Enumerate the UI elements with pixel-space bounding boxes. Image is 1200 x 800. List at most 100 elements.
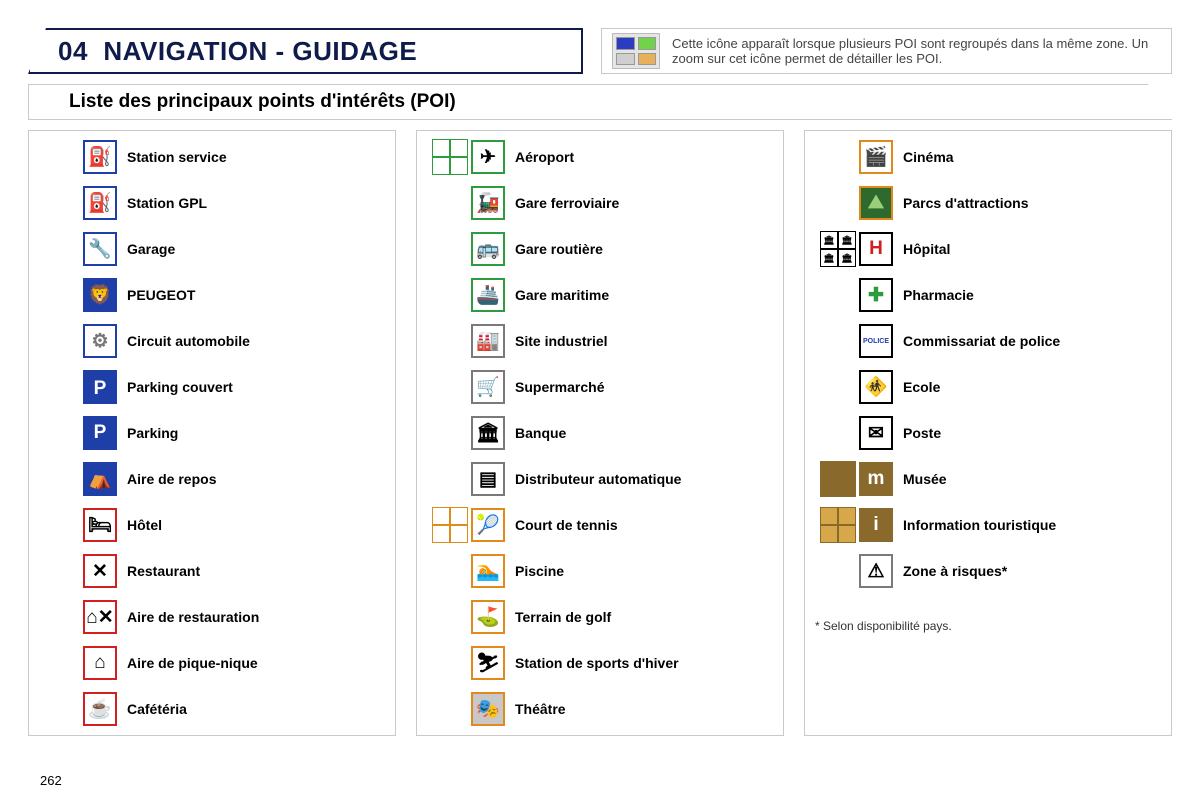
poi-icon-slot: ⛷ [427,645,505,681]
subtitle: Liste des principaux points d'intérêts (… [28,84,1172,120]
poi-item: ⛳ Terrain de golf [427,599,773,635]
poi-icon: ✉ [859,416,893,450]
poi-icon-slot: P [39,369,117,405]
poi-label: Aire de restauration [127,609,259,625]
poi-icon: H [859,232,893,266]
poi-column: ⛽Station service⛽Station GPL🔧Garage🦁PEUG… [28,130,396,736]
poi-item: 🏊Piscine [427,553,773,589]
poi-icon: ⛺ [83,462,117,496]
poi-label: Musée [903,471,947,487]
poi-icon: 🏛 [471,416,505,450]
poi-icon: ⛰ [859,186,893,220]
poi-label: Gare routière [515,241,603,257]
poi-icon: ⛷ [471,646,505,680]
poi-cluster-icon [432,507,468,543]
poi-icon: P [83,370,117,404]
poi-label: Zone à risques* [903,563,1007,579]
poi-label: Court de tennis [515,517,618,533]
poi-item: ⛽Station GPL [39,185,385,221]
poi-item: 🏛🏛🏛🏛HHôpital [815,231,1161,267]
poi-label: Commissariat de police [903,333,1060,349]
poi-label: Aire de repos [127,471,216,487]
poi-cluster-icon: 🏛🏛🏛🏛 [820,231,856,267]
poi-icon: 🛏 [83,508,117,542]
poi-icon-slot: 🔧 [39,231,117,267]
poi-label: Aéroport [515,149,574,165]
poi-item: 🏛 Banque [427,415,773,451]
poi-icon: 🦁 [83,278,117,312]
poi-label: Gare maritime [515,287,609,303]
poi-item: ✚Pharmacie [815,277,1161,313]
poi-icon-slot: P [39,415,117,451]
poi-item: 🎾Court de tennis [427,507,773,543]
poi-icon: 🚸 [859,370,893,404]
poi-item: ⛽Station service [39,139,385,175]
poi-icon: m [859,462,893,496]
poi-icon: ☕ [83,692,117,726]
poi-icon-slot: ⛳ [427,599,505,635]
poi-label: Site industriel [515,333,608,349]
poi-icon-slot: 🚢 [427,277,505,313]
poi-item: i Information touristique [815,507,1161,543]
poi-icon: i [859,508,893,542]
poi-label: Circuit automobile [127,333,250,349]
poi-item: 🚂Gare ferroviaire [427,185,773,221]
poi-label: Ecole [903,379,940,395]
poi-item: ⌂ Aire de pique-nique [39,645,385,681]
poi-icon-slot: ⛽ [39,139,117,175]
poi-icon-slot: ☕ [39,691,117,727]
poi-icon-slot: 🛒 [427,369,505,405]
poi-icon: 🎬 [859,140,893,174]
poi-item: PParking [39,415,385,451]
poi-label: Information touristique [903,517,1056,533]
poi-item: ⛰ Parcs d'attractions [815,185,1161,221]
poi-cluster-icon [820,507,856,543]
poi-icon-slot: POLICE [815,323,893,359]
poi-label: Parking couvert [127,379,233,395]
poi-item: ✈Aéroport [427,139,773,175]
poi-label: Parcs d'attractions [903,195,1029,211]
poi-column: 🎬 Cinéma ⛰ Parcs d'attractions 🏛🏛🏛🏛HHôpital ✚… [804,130,1172,736]
section-number: 04 [58,36,88,67]
poi-icon-slot: m [815,461,893,497]
poi-item: 🚸 Ecole [815,369,1161,405]
poi-cluster-icon [820,461,856,497]
poi-icon-slot: 🚸 [815,369,893,405]
poi-item: ✉Poste [815,415,1161,451]
poi-icon-slot: ✕ [39,553,117,589]
poi-icon-slot: ⛽ [39,185,117,221]
footnote: * Selon disponibilité pays. [815,619,1161,633]
poi-item: ☕ Cafétéria [39,691,385,727]
poi-icon: ⌂✕ [83,600,117,634]
poi-icon-slot: 🏛 [427,415,505,451]
poi-icon: 🏊 [471,554,505,588]
poi-label: Banque [515,425,566,441]
poi-label: Aire de pique-nique [127,655,258,671]
poi-icon-slot: ✉ [815,415,893,451]
poi-label: Théâtre [515,701,566,717]
poi-icon: ⌂ [83,646,117,680]
poi-item: ▤ Distributeur automatique [427,461,773,497]
poi-icon: POLICE [859,324,893,358]
poi-icon: 🔧 [83,232,117,266]
poi-icon-slot: 🎭 [427,691,505,727]
poi-icon-slot: ⛰ [815,185,893,221]
poi-label: Supermarché [515,379,604,395]
poi-label: PEUGEOT [127,287,195,303]
poi-icon: ⛳ [471,600,505,634]
poi-icon: 🚂 [471,186,505,220]
poi-label: Distributeur automatique [515,471,681,487]
poi-item: POLICE Commissariat de police [815,323,1161,359]
poi-item: ⚠ Zone à risques* [815,553,1161,589]
poi-item: 🦁 PEUGEOT [39,277,385,313]
poi-label: Restaurant [127,563,200,579]
poi-item: 🛒 Supermarché [427,369,773,405]
poi-label: Cafétéria [127,701,187,717]
poi-label: Terrain de golf [515,609,611,625]
poi-icon: ⚙ [83,324,117,358]
poi-label: Hôtel [127,517,162,533]
poi-icon-slot: ▤ [427,461,505,497]
poi-icon-slot: ⚠ [815,553,893,589]
poi-label: Cinéma [903,149,954,165]
poi-item: ⚙ Circuit automobile [39,323,385,359]
